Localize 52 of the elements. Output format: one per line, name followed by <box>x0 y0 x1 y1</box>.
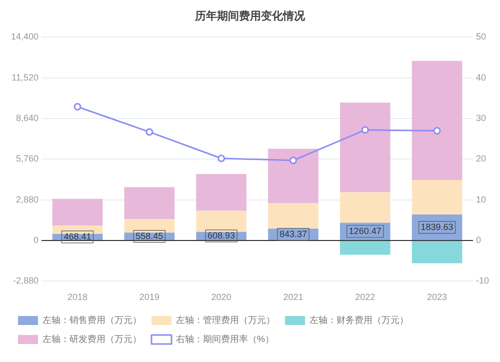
point <box>289 156 297 164</box>
bar <box>52 198 103 226</box>
point <box>433 126 441 134</box>
bar <box>196 174 246 211</box>
legend-label: 右轴：期间费用率（%） <box>176 334 274 344</box>
point <box>361 126 369 134</box>
y2-tick-label: 50 <box>476 32 486 42</box>
bar <box>124 187 175 220</box>
data-label: 843.37 <box>279 228 307 239</box>
bar <box>340 192 390 223</box>
chart-title: 历年期间费用变化情况 <box>194 10 306 23</box>
legend-label: 左轴：研发费用（万元） <box>42 334 142 344</box>
bar <box>268 148 318 204</box>
x-tick-label: 2018 <box>67 292 88 302</box>
bar <box>412 180 462 215</box>
point <box>74 102 82 110</box>
y-tick-label: -2,880 <box>12 276 39 286</box>
y2-tick-label: 10 <box>476 194 486 204</box>
x-tick-label: 2019 <box>139 292 160 302</box>
y-tick-label: 2,880 <box>16 194 39 204</box>
y2-tick-label: 0 <box>476 235 482 246</box>
bar <box>412 214 462 240</box>
bar <box>340 241 390 255</box>
data-label: 608.93 <box>208 230 236 240</box>
bar <box>268 203 318 229</box>
y-tick-label: 5,760 <box>16 154 39 164</box>
data-label: 1260.47 <box>348 226 382 236</box>
y-tick-label: 0 <box>34 235 39 246</box>
legend-label: 左轴：财务费用（万元） <box>310 314 408 325</box>
data-label: 468.41 <box>64 231 92 242</box>
legend-label: 左轴：销售费用（万元） <box>42 314 142 325</box>
y-tick-label: 11,520 <box>12 72 39 82</box>
y-tick-label: 14,400 <box>10 32 39 42</box>
y2-tick-label: 40 <box>476 72 486 82</box>
data-label: 1839.63 <box>420 222 454 232</box>
bar <box>340 102 390 192</box>
bar <box>124 219 175 233</box>
x-tick-label: 2021 <box>283 292 304 302</box>
y2-tick-label: -10 <box>476 276 490 286</box>
data-label: 558.45 <box>136 230 164 241</box>
bar <box>196 210 246 232</box>
point <box>146 128 154 136</box>
y2-tick-label: 20 <box>476 154 486 164</box>
legend-label: 左轴：管理费用（万元） <box>176 314 275 325</box>
x-tick-label: 2020 <box>211 292 232 302</box>
y2-tick-label: 30 <box>476 113 486 124</box>
point <box>218 154 226 162</box>
bar <box>412 60 462 180</box>
x-tick-label: 2023 <box>427 292 448 302</box>
x-tick-label: 2022 <box>355 292 376 302</box>
y-tick-label: 8,640 <box>16 113 39 124</box>
bar <box>412 241 462 264</box>
